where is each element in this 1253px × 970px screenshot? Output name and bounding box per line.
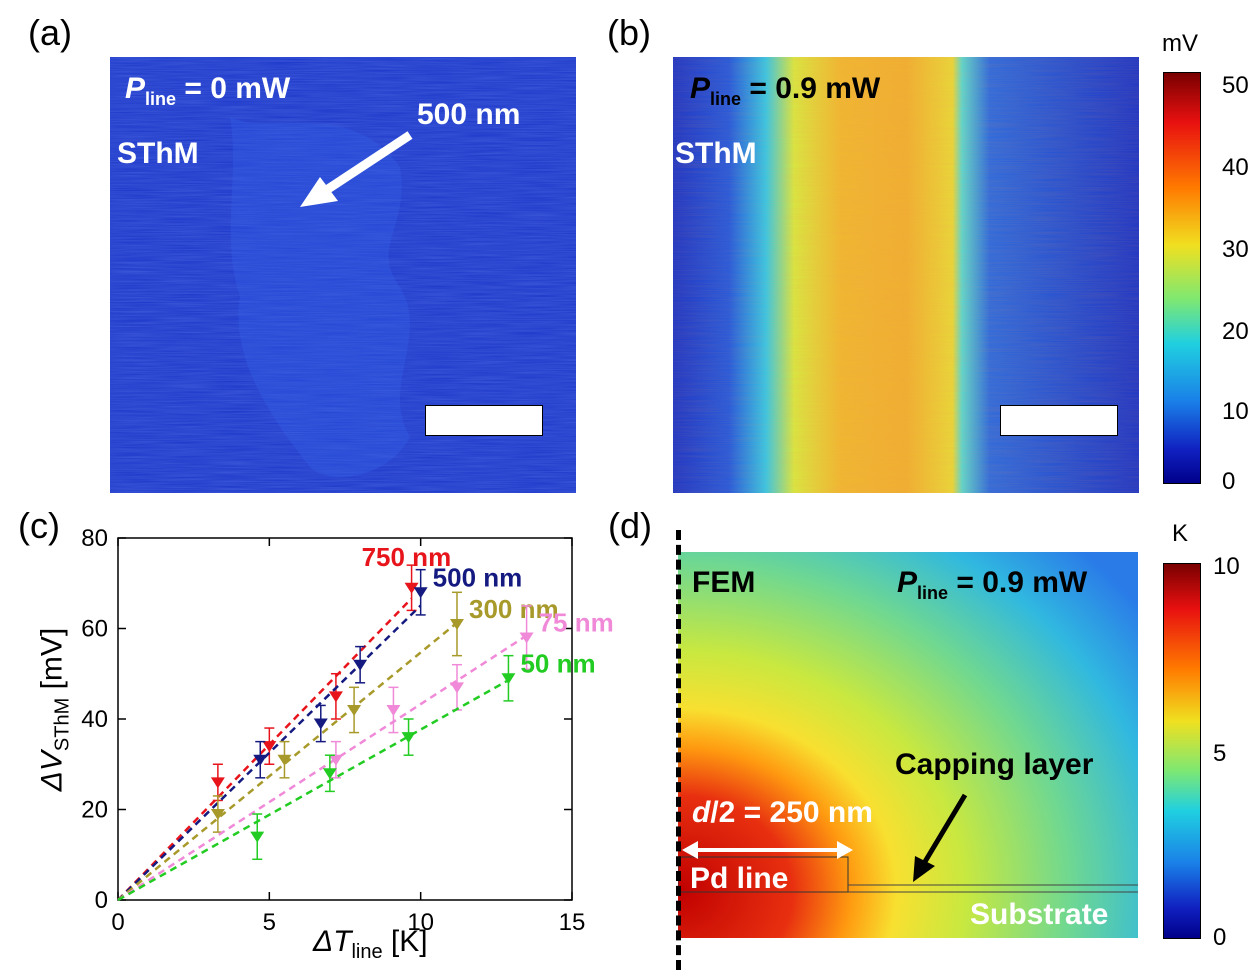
fem-map-image [678,552,1138,938]
half-width-label: d/2 = 250 nm [692,796,873,829]
series-label: 750 nm [362,542,452,572]
colorbar-top-tick: 30 [1222,236,1249,263]
fit-line [117,604,422,901]
width-arrow-icon [682,841,853,859]
data-point [449,682,464,694]
colorbar-bottom-tick: 0 [1213,924,1227,951]
colorbar-top-unit: mV [1162,30,1198,57]
power-label-a: Pline = 0 mW [125,72,291,109]
data-point [253,754,268,766]
data-point [210,777,225,789]
power-label-d: Pline = 0.9 mW [897,566,1088,603]
pd-line-label: Pd line [690,862,789,895]
series-label: 50 nm [520,648,595,678]
data-point [250,831,265,843]
capping-layer-label: Capping layer [895,748,1094,781]
fit-line [117,679,510,902]
colorbar-top-tick: 40 [1222,154,1249,181]
sthm-label-b: SThM [675,137,757,170]
data-point [519,632,534,644]
fit-line [117,621,458,901]
sthm-map-b [673,57,1139,493]
y-tick-label: 20 [81,797,108,824]
power-label-b: Pline = 0.9 mW [690,72,881,109]
fit-line [117,634,528,902]
fem-map [678,552,1138,938]
data-point [353,659,368,671]
series-label: 300 nm [469,594,559,624]
scale-bar-b [1000,405,1118,436]
colorbar-bottom-tick: 10 [1213,553,1240,580]
fit-line [117,597,413,901]
data-point [449,618,464,630]
data-point [262,741,277,753]
data-point [413,587,428,599]
data-point [313,718,328,730]
size-annotation-a: 500 nm [417,98,521,131]
colorbar-top [1163,72,1201,484]
colorbar-top-tick: 50 [1222,72,1249,99]
data-point [277,754,292,766]
data-point [210,809,225,821]
symmetry-axis [676,530,681,970]
y-tick-label: 0 [95,887,108,914]
data-point [328,691,343,703]
panel-b-label: (b) [607,12,651,53]
sthm-map-a-image [110,57,576,493]
colorbar-bottom [1163,563,1201,939]
y-tick-label: 80 [81,525,108,552]
x-tick-label: 15 [559,909,586,936]
data-point [501,673,516,685]
capping-arrow-icon [913,793,968,882]
data-point [322,768,337,780]
sthm-label-a: SThM [117,137,199,170]
data-point [404,582,419,594]
x-tick-label: 0 [111,909,124,936]
y-tick-label: 40 [81,706,108,733]
colorbar-bottom-unit: K [1172,520,1189,547]
colorbar-top-tick: 20 [1222,318,1249,345]
colorbar-top-tick: 0 [1222,468,1236,495]
fem-label: FEM [692,566,756,599]
scale-bar-a [425,405,543,436]
arrow-icon [300,131,413,207]
colorbar-bottom-tick: 5 [1213,740,1227,767]
colorbar-top-tick: 10 [1222,398,1249,425]
panel-c-label: (c) [18,505,60,546]
y-tick-label: 60 [81,616,108,643]
sthm-map-b-image [673,57,1139,493]
x-tick-label: 5 [263,909,276,936]
x-tick-label: 10 [407,909,434,936]
x-axis-label: ΔTline [K] [313,925,428,963]
series-label: 500 nm [433,562,523,592]
data-point [347,704,362,716]
panel-d-label: (d) [608,505,652,546]
y-axis-label: ΔVSThM [mV] [35,627,74,792]
data-point [386,704,401,716]
panel-a-label: (a) [28,12,72,53]
data-point [328,754,343,766]
substrate-label: Substrate [970,898,1109,931]
sthm-map-a [110,57,576,493]
series-label: 75 nm [539,608,614,638]
data-point [401,732,416,744]
